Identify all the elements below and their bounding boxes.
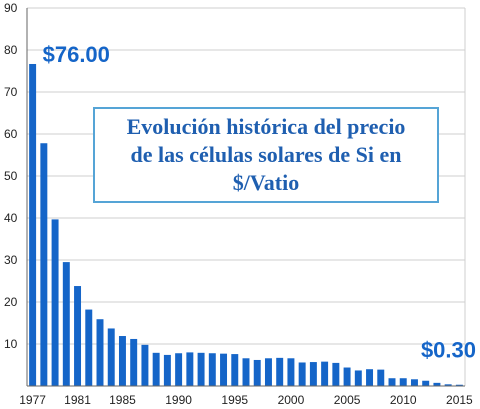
bar (309, 362, 317, 386)
bar (107, 328, 115, 386)
bar (197, 352, 205, 386)
data-label-last: $0.30 (421, 338, 476, 363)
x-tick-label: 2010 (390, 393, 417, 407)
x-tick-label: 1990 (165, 393, 192, 407)
bar (343, 367, 351, 386)
data-annotations: $76.00 $0.30 (43, 42, 476, 363)
bar (51, 219, 59, 386)
chart-title-box: Evolución histórica del precio de las cé… (93, 107, 439, 203)
bar (433, 382, 441, 386)
bar (253, 359, 261, 386)
bar (118, 336, 126, 386)
bar (287, 358, 295, 386)
y-tick-label: 70 (4, 85, 18, 99)
y-tick-label: 80 (4, 43, 18, 57)
bar (208, 353, 216, 386)
x-tick-labels: 1977 1981 1985 1990 1995 2000 2005 2010 2015 (19, 393, 473, 407)
y-tick-label: 60 (4, 127, 18, 141)
y-tick-label: 10 (4, 337, 18, 351)
bar (321, 361, 329, 386)
bar (231, 354, 239, 386)
chart-title: Evolución histórica del precio de las cé… (126, 114, 406, 195)
bar (220, 353, 228, 386)
bar (96, 319, 104, 386)
bar (422, 380, 430, 386)
x-tick-label: 1985 (109, 393, 136, 407)
bar (74, 286, 82, 386)
bar (332, 362, 340, 386)
bar (410, 379, 418, 386)
bars (29, 63, 463, 387)
bar (175, 353, 183, 386)
y-tick-label: 90 (4, 1, 18, 15)
bar (298, 362, 306, 386)
y-tick-label: 30 (4, 253, 18, 267)
data-label-first: $76.00 (43, 42, 110, 67)
bar (40, 143, 48, 386)
bar (388, 378, 396, 386)
bar (276, 357, 284, 386)
bar (163, 354, 171, 386)
bar (455, 384, 463, 386)
x-tick-label: 2015 (446, 393, 473, 407)
x-tick-label: 2000 (278, 393, 305, 407)
x-tick-label: 2005 (334, 393, 361, 407)
bar (130, 338, 138, 386)
bar (242, 358, 250, 386)
bar (29, 63, 37, 387)
y-tick-label: 50 (4, 169, 18, 183)
bar (85, 309, 93, 386)
bar (444, 384, 452, 386)
x-tick-label: 1995 (221, 393, 248, 407)
bar (377, 369, 385, 386)
bar (366, 369, 374, 386)
bar (62, 262, 70, 386)
bar (186, 352, 194, 386)
bar (354, 370, 362, 386)
y-tick-labels: 10 20 30 40 50 60 70 80 90 (4, 1, 18, 351)
bar (264, 358, 272, 386)
x-tick-label: 1981 (64, 393, 91, 407)
bar (152, 352, 160, 386)
bar (399, 378, 407, 386)
bar (141, 344, 149, 386)
x-tick-label: 1977 (19, 393, 46, 407)
y-tick-label: 40 (4, 211, 18, 225)
y-tick-label: 20 (4, 295, 18, 309)
